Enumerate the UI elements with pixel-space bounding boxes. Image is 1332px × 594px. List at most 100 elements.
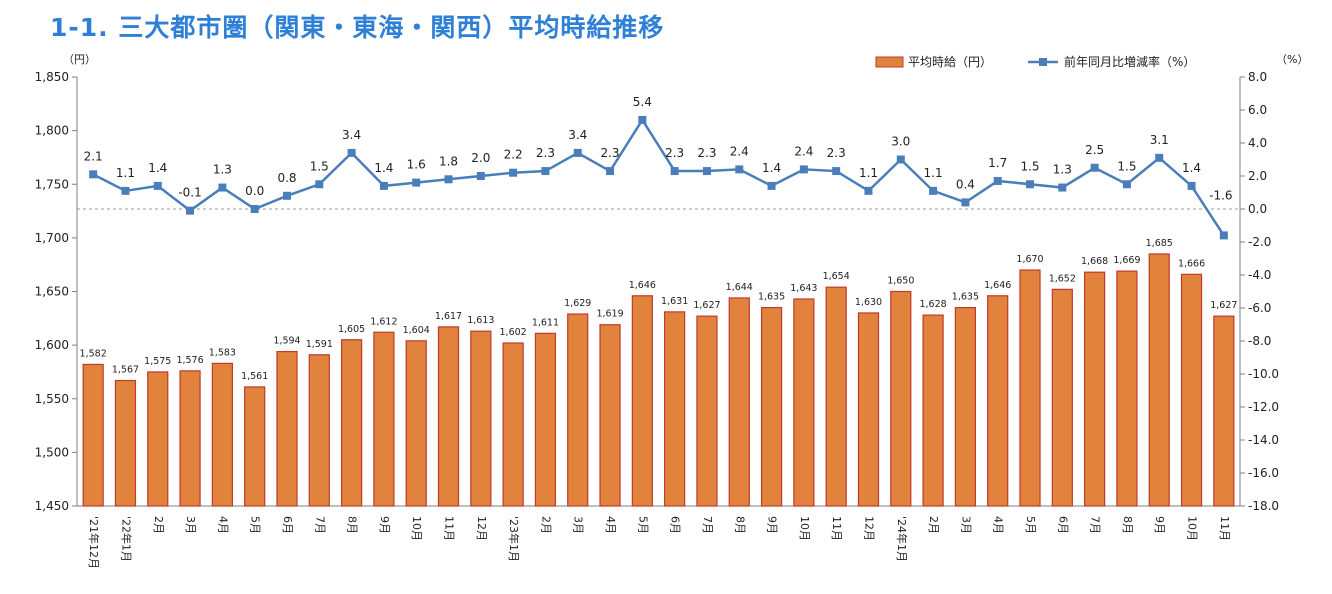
line-marker bbox=[1155, 153, 1164, 162]
bar bbox=[890, 290, 912, 507]
bar bbox=[760, 306, 783, 507]
bar bbox=[276, 350, 298, 507]
x-category-label: 2月 bbox=[539, 516, 552, 534]
x-category-label: '23年1月 bbox=[507, 516, 521, 562]
line-marker bbox=[896, 155, 905, 164]
line-value-label: 1.4 bbox=[762, 161, 781, 175]
line-marker bbox=[799, 165, 808, 174]
x-category-label: 3月 bbox=[572, 516, 585, 534]
line-marker bbox=[1058, 183, 1067, 192]
x-category-label: 11月 bbox=[830, 516, 843, 541]
bar-value-label: 1,646 bbox=[984, 280, 1011, 291]
bar-value-label: 1,652 bbox=[1049, 273, 1076, 284]
bar bbox=[211, 362, 233, 507]
line-value-label: 1.4 bbox=[374, 161, 393, 175]
bar-series: 1,582 1,567 1,575 1,576 1,583 1,561 1,594 1,591… bbox=[80, 238, 1237, 507]
left-tick-label: 1,650 bbox=[35, 285, 69, 299]
line-marker bbox=[702, 167, 711, 176]
bar bbox=[567, 313, 589, 507]
bar-value-label: 1,650 bbox=[887, 276, 914, 287]
line-marker bbox=[767, 181, 776, 190]
x-category-label: 2月 bbox=[152, 516, 165, 534]
x-category-label: 5月 bbox=[1024, 516, 1037, 534]
line-marker bbox=[541, 167, 550, 176]
bar-value-label: 1,617 bbox=[435, 311, 462, 322]
x-category-label: 6月 bbox=[669, 516, 682, 534]
x-category-label: 9月 bbox=[1153, 516, 1166, 534]
x-category-label: 2月 bbox=[927, 516, 940, 534]
line-value-label: 2.4 bbox=[794, 144, 813, 158]
bar-value-label: 1,594 bbox=[273, 336, 300, 347]
bar-value-label: 1,604 bbox=[403, 325, 430, 336]
bar bbox=[825, 286, 847, 507]
line-marker bbox=[476, 172, 485, 180]
line-value-label: 1.4 bbox=[148, 161, 167, 175]
line-marker bbox=[153, 181, 162, 190]
bar bbox=[1019, 269, 1041, 507]
line-value-label: 1.3 bbox=[1053, 163, 1072, 177]
bar-value-label: 1,685 bbox=[1146, 238, 1173, 249]
bar bbox=[308, 354, 330, 507]
line-value-label: 1.5 bbox=[1020, 159, 1039, 173]
line-value-label: 1.1 bbox=[859, 166, 878, 180]
bar-value-label: 1,635 bbox=[952, 292, 979, 303]
line-value-label: 2.4 bbox=[730, 144, 749, 158]
x-category-label: 3月 bbox=[959, 516, 972, 534]
x-category-label: 8月 bbox=[1121, 516, 1134, 534]
bar-value-label: 1,575 bbox=[144, 356, 171, 367]
bar bbox=[1213, 315, 1235, 507]
x-category-label: 7月 bbox=[313, 516, 326, 534]
bar bbox=[728, 297, 750, 507]
bar-value-label: 1,631 bbox=[661, 296, 688, 307]
line-marker bbox=[961, 198, 970, 207]
bar bbox=[534, 332, 557, 507]
line-value-label: 1.7 bbox=[988, 156, 1007, 170]
left-tick-label: 1,450 bbox=[35, 499, 69, 513]
x-category-label: 12月 bbox=[862, 516, 875, 541]
x-category-label: 6月 bbox=[281, 516, 294, 534]
bar-value-label: 1,567 bbox=[112, 365, 139, 376]
line-marker bbox=[638, 115, 647, 124]
legend-line-label: 前年同月比増減率（%） bbox=[1064, 54, 1195, 69]
bar bbox=[857, 312, 880, 507]
x-category-label: 4月 bbox=[992, 516, 1005, 534]
bar bbox=[696, 315, 718, 507]
bar-value-label: 1,612 bbox=[370, 316, 397, 327]
bar bbox=[1148, 253, 1170, 507]
line-marker bbox=[121, 186, 130, 195]
bar-value-label: 1,644 bbox=[726, 282, 753, 293]
page-title: 1-1. 三大都市圏（関東・東海・関西）平均時給推移 bbox=[50, 13, 665, 42]
left-tick-label: 1,600 bbox=[35, 338, 69, 352]
line-value-label: 3.1 bbox=[1150, 133, 1169, 147]
line-value-label: 2.3 bbox=[697, 146, 716, 160]
line-marker bbox=[735, 165, 744, 174]
left-tick-label: 1,700 bbox=[35, 231, 69, 245]
line-value-label: 5.4 bbox=[633, 95, 652, 109]
line-value-label: -1.6 bbox=[1209, 188, 1232, 202]
bar-value-label: 1,670 bbox=[1016, 254, 1043, 265]
x-category-label: 12月 bbox=[475, 516, 488, 541]
line-value-label: 1.1 bbox=[924, 166, 943, 180]
right-tick-label: 2.0 bbox=[1248, 169, 1267, 183]
x-category-label: 4月 bbox=[604, 516, 617, 534]
bar bbox=[1116, 270, 1138, 507]
line-marker bbox=[282, 191, 291, 200]
line-marker bbox=[1187, 181, 1196, 190]
line-value-label: 0.0 bbox=[245, 184, 264, 198]
bar bbox=[664, 311, 686, 507]
line-marker bbox=[573, 148, 582, 157]
right-tick-label: -6.0 bbox=[1248, 301, 1271, 315]
bar bbox=[405, 340, 427, 507]
bar-value-label: 1,576 bbox=[176, 355, 203, 366]
x-category-label: 3月 bbox=[184, 516, 197, 534]
x-category-label: 5月 bbox=[249, 516, 262, 534]
x-category-label: '24年1月 bbox=[895, 516, 909, 562]
bar bbox=[373, 331, 395, 507]
x-category-label: 6月 bbox=[1056, 516, 1069, 534]
x-category-label: 10月 bbox=[798, 516, 811, 541]
right-tick-label: -4.0 bbox=[1248, 268, 1271, 282]
bar-value-label: 1,583 bbox=[209, 347, 236, 358]
bar bbox=[793, 298, 815, 507]
bar bbox=[114, 379, 137, 507]
line-value-label: 2.3 bbox=[600, 146, 619, 160]
